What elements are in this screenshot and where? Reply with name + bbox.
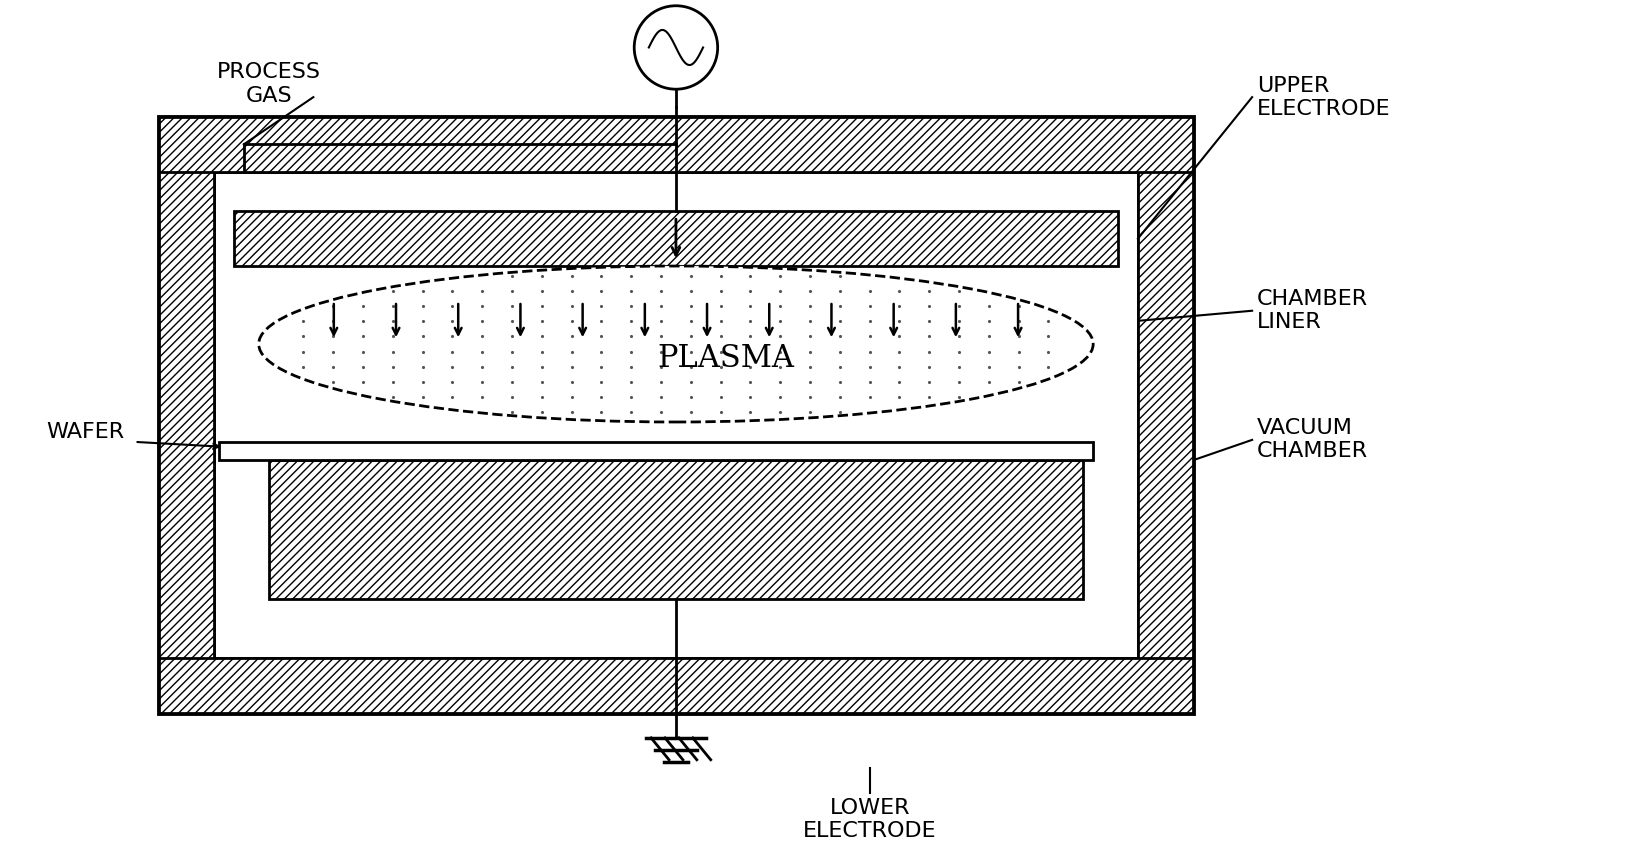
- Bar: [159, 117, 1193, 172]
- Text: LOWER
ELECTRODE: LOWER ELECTRODE: [803, 798, 936, 841]
- Text: CHAMBER
LINER: CHAMBER LINER: [1256, 289, 1368, 332]
- Bar: [1139, 117, 1193, 713]
- Circle shape: [635, 6, 718, 89]
- Text: WAFER: WAFER: [46, 422, 124, 442]
- Bar: [234, 211, 1117, 266]
- Text: UPPER
ELECTRODE: UPPER ELECTRODE: [1256, 75, 1391, 119]
- Bar: [219, 442, 1093, 460]
- Text: PROCESS
GAS: PROCESS GAS: [216, 62, 321, 105]
- Bar: [159, 117, 1193, 713]
- Bar: [268, 460, 1083, 599]
- Text: PLASMA: PLASMA: [658, 343, 793, 374]
- Text: VACUUM
CHAMBER: VACUUM CHAMBER: [1256, 419, 1368, 461]
- Bar: [214, 172, 1139, 658]
- Bar: [159, 117, 214, 713]
- Ellipse shape: [258, 266, 1093, 422]
- Bar: [159, 658, 1193, 713]
